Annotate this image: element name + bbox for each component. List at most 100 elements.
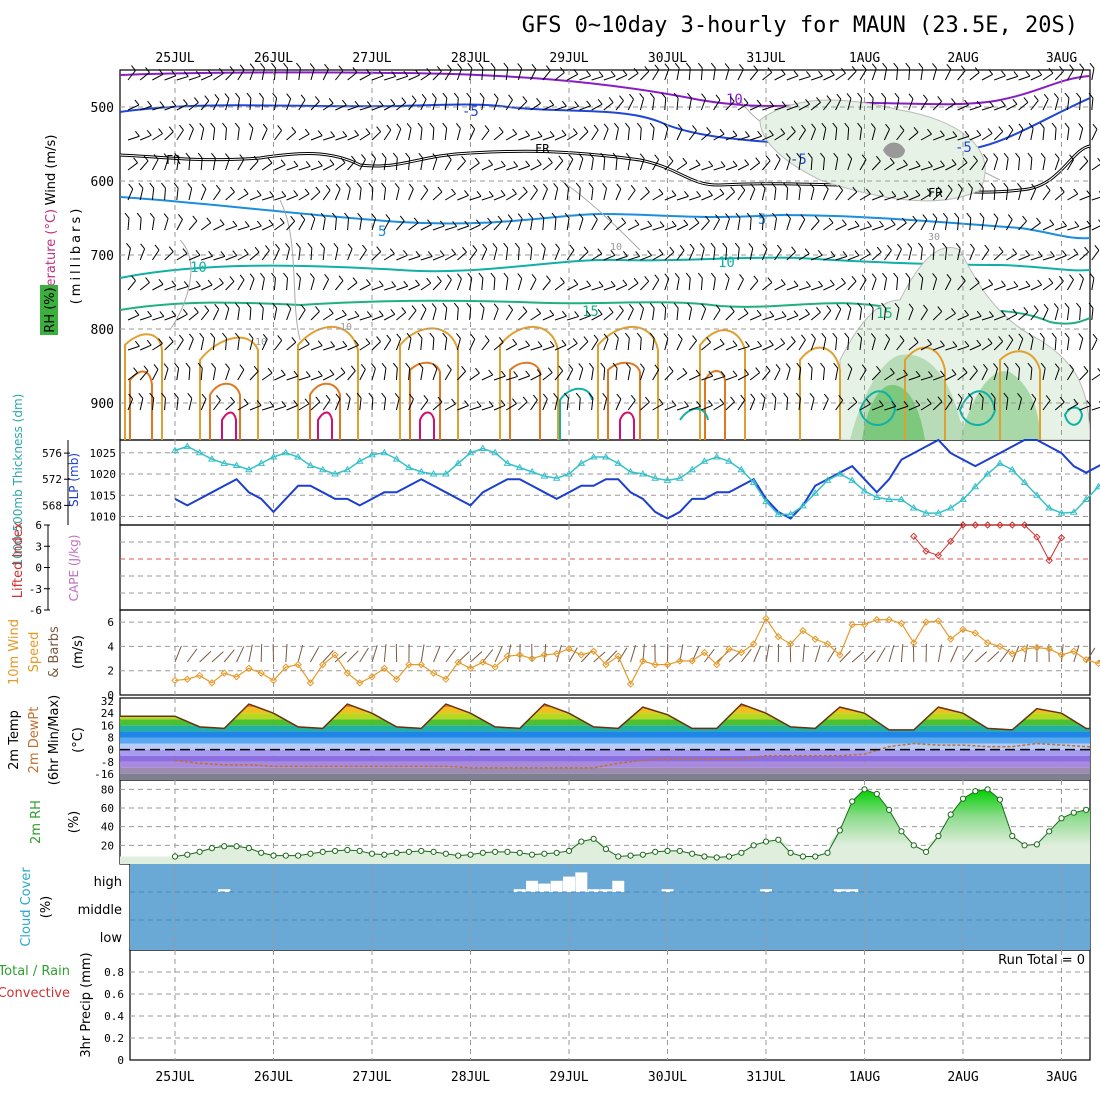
wind-barb-feather (915, 399, 921, 406)
wind-barb (1042, 98, 1049, 111)
wind-barb (432, 127, 435, 141)
wind-barb (969, 188, 973, 201)
slp-point (244, 465, 253, 473)
wind-barb (603, 338, 609, 351)
contour-label: 10 (255, 337, 267, 348)
wind-barb-feather (867, 221, 872, 227)
wind-speed-point (1094, 659, 1100, 668)
wind-barb-feather (962, 367, 968, 373)
wind-barb (749, 314, 762, 321)
wind-barb-feather (597, 99, 603, 105)
wind10-barb (470, 651, 483, 663)
wind-barb (383, 129, 392, 141)
wind-barb (359, 369, 366, 381)
wind-barb-feather (368, 392, 374, 399)
rh-point (270, 852, 277, 859)
wind-barb-feather (644, 275, 650, 282)
wind-barb (932, 278, 938, 291)
wind-barb (322, 248, 325, 261)
wind-barb (908, 308, 914, 321)
wind-barb-feather (178, 214, 183, 220)
wind-barb (1006, 285, 1019, 291)
wind-barb (139, 282, 150, 291)
wind-speed-point (676, 657, 684, 665)
wind-barb (213, 224, 225, 231)
wind-barb (274, 130, 283, 141)
wind-barb (908, 220, 918, 231)
wind-barb-feather (871, 273, 877, 279)
wind-barb (944, 218, 948, 231)
wind-barb (944, 69, 952, 81)
wind-barb (908, 165, 921, 171)
date-label-top: 31JUL (746, 51, 785, 66)
wind-barb (774, 73, 786, 81)
wind-barb-feather (987, 128, 993, 134)
contour-label: 5 (758, 212, 766, 228)
slp-point (195, 448, 204, 456)
wind-barb (786, 397, 789, 411)
wind-barb (1091, 68, 1095, 81)
wind-barb (359, 315, 372, 321)
wind-barb-feather (533, 184, 538, 191)
wind-barb-feather (564, 392, 569, 399)
wind-barb-feather (418, 152, 424, 159)
wind-barb-feather (134, 99, 140, 106)
wind-barb-feather (978, 392, 984, 399)
wind-barb (994, 105, 1006, 111)
wind-barb-feather (163, 153, 169, 159)
wind-barb (859, 279, 867, 291)
wind-speed-point (602, 660, 610, 669)
slp-point (909, 504, 918, 511)
wind-speed-point (774, 633, 783, 641)
wind-barb-feather (271, 272, 276, 279)
wind-barb-feather (836, 303, 842, 310)
wind-barb-feather (990, 182, 996, 189)
wind-barb (566, 73, 579, 81)
wind-barb-feather (683, 219, 689, 226)
wind-barb (274, 340, 283, 351)
wind-barb-feather (281, 191, 287, 197)
wind10-barb (642, 644, 645, 663)
wind-barb-feather (832, 332, 838, 339)
wind-barb-feather (235, 302, 240, 309)
wind-barb-feather (647, 250, 652, 256)
wind-barb-feather (466, 92, 472, 99)
wind-barb-feather (314, 96, 320, 102)
wind-speed-point (860, 620, 869, 629)
wind-barb-feather (612, 152, 618, 159)
wind-barb (835, 255, 848, 261)
wind-barb-feather (823, 183, 829, 190)
wind-barb (688, 340, 697, 351)
wind-barb (335, 162, 346, 171)
wind-barb (432, 308, 437, 321)
wind-barb (395, 157, 398, 171)
wind-barb-feather (1059, 186, 1065, 193)
wind-barb (286, 341, 297, 351)
rh-legend-swatch (40, 285, 58, 335)
precip-run-total: Run Total = 0 (998, 953, 1085, 968)
wind-barb-feather (983, 363, 988, 370)
wind-barb-feather (998, 126, 1004, 132)
wind-barb-feather (976, 129, 982, 136)
wind10-barb (322, 650, 334, 663)
wind-barb-feather (989, 101, 994, 107)
wind-barb (347, 105, 360, 111)
wind-barb (164, 218, 169, 231)
cloud-high-bar (513, 889, 526, 892)
wind-barb-feather (183, 99, 188, 105)
wind-speed-point (713, 660, 721, 669)
wind-barb-feather (134, 309, 140, 316)
wind-barb-feather (708, 400, 713, 406)
wind-barb-feather (976, 310, 982, 317)
wind-barb (908, 342, 919, 351)
wind-barb-feather (1049, 219, 1055, 226)
wind-barb-feather (659, 221, 665, 227)
pressure-tick-label: 900 (91, 397, 114, 412)
wind-barb-feather (260, 62, 265, 69)
wind-barb-feather (305, 371, 311, 377)
wind-barb-feather (993, 213, 999, 219)
wind-barb (140, 315, 152, 321)
wind-barb-feather (767, 67, 773, 73)
wind-barb-feather (732, 340, 738, 347)
wind-barb (310, 165, 323, 171)
